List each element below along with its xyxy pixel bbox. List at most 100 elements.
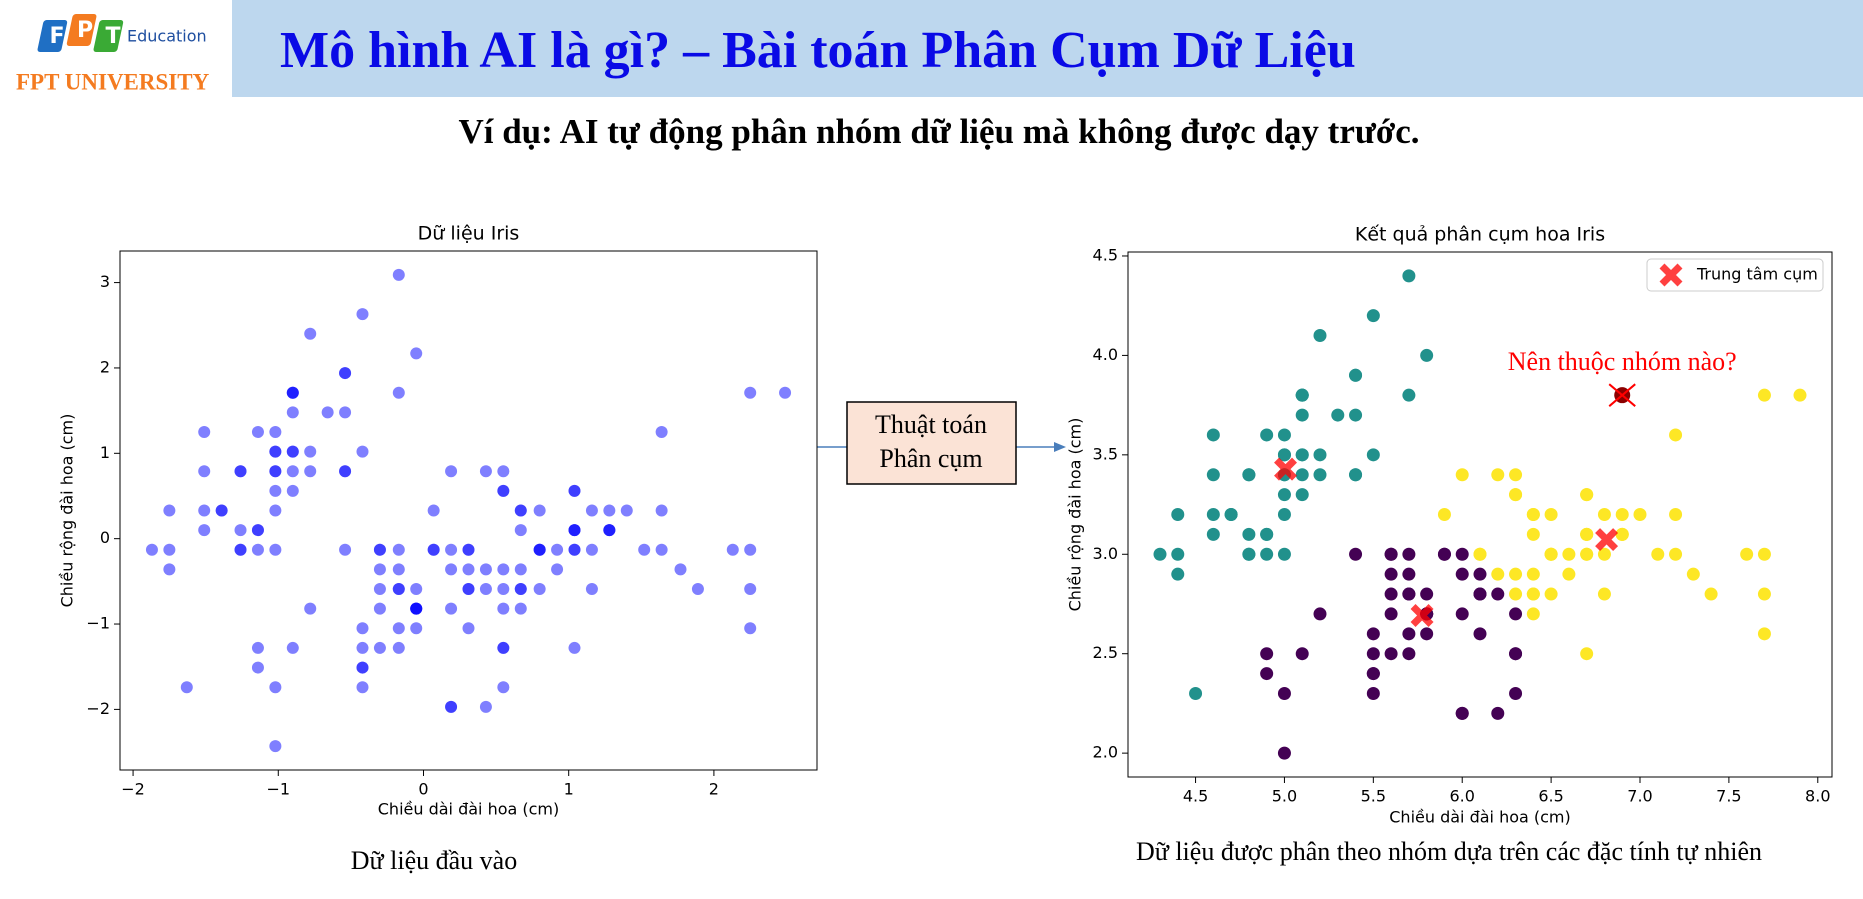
data-point xyxy=(1580,647,1594,661)
data-point xyxy=(1384,647,1398,661)
x-tick-label: 7.0 xyxy=(1627,787,1652,806)
data-point xyxy=(1366,686,1380,700)
data-point xyxy=(603,524,616,537)
data-point xyxy=(585,583,598,596)
y-tick-label: 0 xyxy=(100,528,110,547)
data-point xyxy=(392,543,405,556)
data-point xyxy=(1544,547,1558,561)
data-point xyxy=(1455,567,1469,581)
cluster-center xyxy=(1595,528,1619,552)
x-axis-label: Chiều dài đài hoa (cm) xyxy=(1389,808,1571,827)
data-point xyxy=(1757,388,1771,402)
data-point xyxy=(356,681,369,694)
data-point xyxy=(1669,508,1683,521)
data-point xyxy=(1171,547,1185,561)
data-point xyxy=(163,543,176,556)
y-axis-label: Chiều rộng đài hoa (cm) xyxy=(58,414,77,608)
data-point xyxy=(462,563,475,576)
data-point xyxy=(1580,488,1594,502)
data-point xyxy=(514,524,527,537)
data-point xyxy=(392,268,405,281)
data-point xyxy=(1402,647,1416,661)
data-point xyxy=(373,602,386,615)
data-point xyxy=(1455,547,1469,561)
data-point xyxy=(462,622,475,635)
data-point xyxy=(251,661,264,674)
data-point xyxy=(533,583,546,596)
data-point xyxy=(1295,468,1309,482)
data-point xyxy=(620,504,633,517)
data-point xyxy=(356,641,369,654)
logo-letter: P xyxy=(77,18,93,43)
data-point xyxy=(1313,607,1327,621)
data-point xyxy=(1420,587,1434,601)
data-point xyxy=(514,583,527,596)
legend-label: Trung tâm cụm xyxy=(1696,265,1818,284)
x-tick-label: 5.0 xyxy=(1272,787,1297,806)
data-point xyxy=(1526,607,1540,621)
header-band xyxy=(232,0,1863,97)
query-cross xyxy=(1608,383,1636,407)
plot-area xyxy=(1153,269,1807,760)
y-tick-label: −1 xyxy=(86,614,110,633)
x-tick-label: 7.5 xyxy=(1716,787,1741,806)
data-point xyxy=(269,681,282,694)
data-point xyxy=(1562,567,1576,581)
data-point xyxy=(1669,428,1683,442)
data-point xyxy=(1651,547,1665,561)
data-point xyxy=(145,543,158,556)
data-point xyxy=(1384,567,1398,581)
data-point xyxy=(603,504,616,517)
data-point xyxy=(304,602,317,615)
data-point xyxy=(1544,587,1558,601)
data-point xyxy=(1526,527,1540,541)
data-point xyxy=(514,504,527,517)
data-point xyxy=(1580,527,1594,541)
data-point xyxy=(1509,567,1523,581)
scatter-chart: Kết quả phân cụm hoa Iris Chiều dài đài h… xyxy=(1066,224,1833,827)
data-point xyxy=(339,465,352,478)
data-point xyxy=(551,543,564,556)
data-point xyxy=(1597,508,1611,521)
data-point xyxy=(198,504,211,517)
data-point xyxy=(1509,587,1523,601)
data-point xyxy=(445,543,458,556)
data-point xyxy=(691,583,704,596)
data-point xyxy=(1206,428,1220,442)
legend-symbol xyxy=(1659,263,1683,287)
data-point xyxy=(286,406,299,419)
data-point xyxy=(445,465,458,478)
data-point xyxy=(1420,348,1434,362)
data-point xyxy=(1509,468,1523,482)
data-point xyxy=(533,543,546,556)
data-point xyxy=(1313,448,1327,462)
data-point xyxy=(1455,607,1469,621)
data-point xyxy=(1295,647,1309,661)
data-point xyxy=(269,445,282,458)
data-point xyxy=(1349,368,1363,382)
data-point xyxy=(339,367,352,380)
data-point xyxy=(373,563,386,576)
data-point xyxy=(568,524,581,537)
data-point xyxy=(1491,567,1505,581)
data-point xyxy=(1206,508,1220,521)
data-point xyxy=(392,386,405,399)
data-point xyxy=(1455,706,1469,720)
data-point xyxy=(1455,468,1469,482)
data-point xyxy=(1349,547,1363,561)
axes-frame xyxy=(1127,251,1833,778)
data-point xyxy=(1491,587,1505,601)
data-point xyxy=(269,504,282,517)
data-point xyxy=(1757,547,1771,561)
data-point xyxy=(163,563,176,576)
data-point xyxy=(638,543,651,556)
data-point xyxy=(198,465,211,478)
data-point xyxy=(479,583,492,596)
data-point xyxy=(251,524,264,537)
header-title: Mô hình AI là gì? – Bài toán Phân Cụm Dữ… xyxy=(280,22,1356,79)
data-point xyxy=(1349,408,1363,422)
y-tick-label: 2.0 xyxy=(1093,743,1118,762)
data-point xyxy=(1384,547,1398,561)
data-point xyxy=(655,425,668,438)
data-point xyxy=(1686,567,1700,581)
